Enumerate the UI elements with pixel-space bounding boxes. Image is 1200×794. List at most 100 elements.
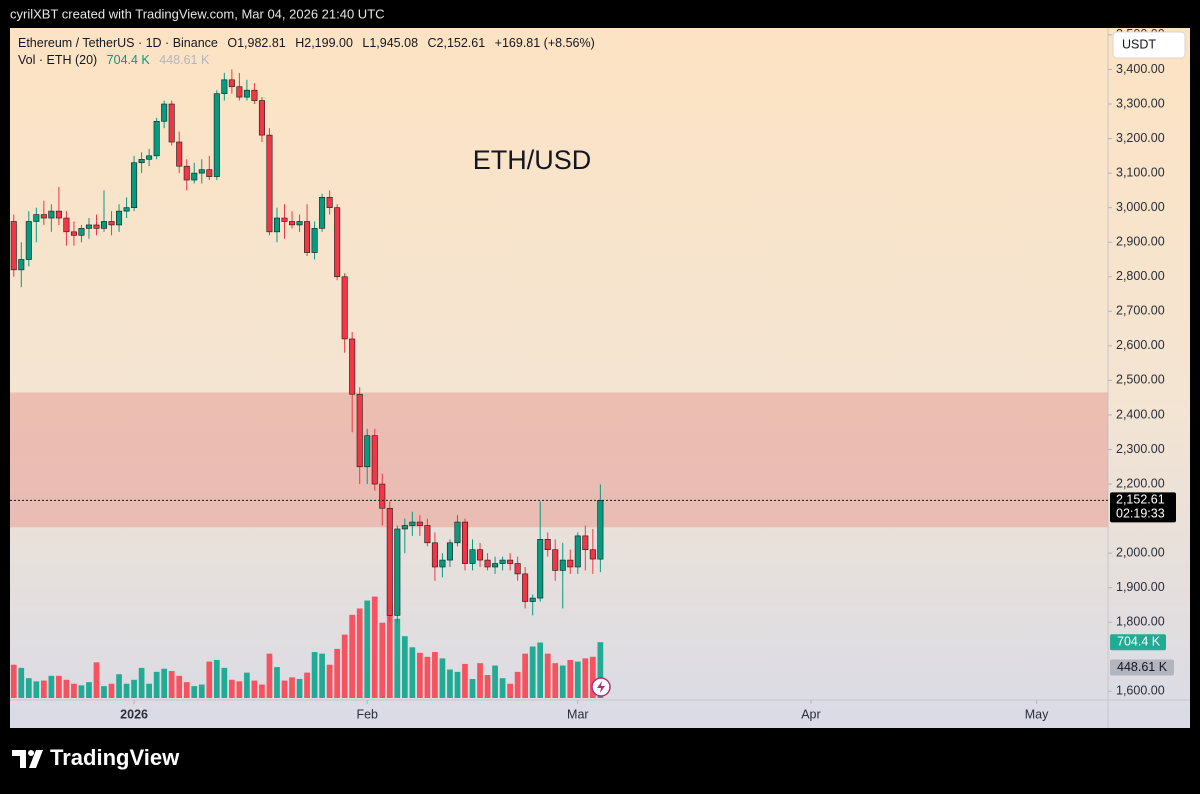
candle-body	[221, 79, 228, 94]
volume-label: 704.4 K	[1117, 634, 1161, 648]
volume-bar	[341, 634, 348, 698]
zone	[10, 392, 1108, 528]
volume-bar	[589, 656, 596, 698]
currency-button[interactable]	[1112, 31, 1186, 59]
candle-body	[78, 228, 85, 236]
volume-bar	[168, 671, 175, 698]
volume-bar	[138, 667, 145, 698]
x-tick-label: Feb	[356, 707, 378, 721]
volume-bar	[349, 614, 356, 698]
event-bolt	[597, 681, 605, 693]
volume-bar	[432, 652, 438, 698]
volume-bar	[10, 664, 17, 698]
y-tick-label: 2,300.00	[1116, 442, 1165, 456]
y-tick-label: 1,800.00	[1116, 615, 1165, 629]
volume-bar	[304, 672, 310, 698]
y-tick-label: 2,600.00	[1116, 338, 1165, 352]
candle-body	[349, 338, 356, 395]
y-tick-label: 1,900.00	[1116, 580, 1165, 594]
candle-body	[146, 155, 153, 160]
volume-bar	[454, 671, 461, 698]
volume-bar	[499, 678, 506, 698]
candle-body	[236, 86, 243, 98]
candle-body	[198, 169, 205, 174]
candle-body	[251, 89, 258, 101]
volume-bar	[244, 672, 250, 698]
volume-bar	[319, 653, 325, 698]
volume-bar	[123, 683, 130, 698]
candle-body	[574, 535, 581, 568]
volume-legend: Vol · ETH (20) 704.4 K 448.61 K	[18, 53, 210, 67]
logo-v	[29, 750, 43, 768]
candle-body	[55, 210, 62, 219]
volume-bar	[462, 663, 468, 698]
candle-body	[416, 521, 423, 526]
symbol: Ethereum / TetherUS · 1D · Binance	[18, 36, 218, 50]
volume-bar	[281, 680, 288, 698]
candle-body	[469, 549, 476, 564]
x-tick-label: May	[1025, 707, 1049, 721]
logo-dot	[28, 750, 34, 756]
volume-bar	[93, 662, 100, 698]
candle-body	[507, 559, 514, 564]
candle-body	[116, 210, 123, 226]
volume-bar	[153, 671, 160, 698]
y-tick-label: 3,100.00	[1116, 165, 1165, 179]
volume-bar	[176, 675, 183, 698]
candle-body	[10, 221, 17, 271]
volume-bar	[251, 680, 258, 698]
candle-body	[461, 521, 469, 564]
candle-body	[326, 196, 333, 208]
volume-bar	[537, 642, 544, 698]
volume-bar	[544, 653, 551, 698]
volume-bar	[71, 683, 77, 698]
candle-body	[258, 100, 265, 136]
volume-bar	[522, 653, 529, 698]
candle-body	[243, 89, 250, 98]
candle-body	[228, 79, 235, 88]
ohlc-open: O1,982.81	[227, 36, 285, 50]
candle-body	[559, 559, 566, 571]
candle-body	[597, 500, 604, 560]
candle-body	[161, 103, 168, 122]
candle-body	[63, 217, 70, 233]
attribution: cyrilXBT created with TradingView.com, M…	[10, 6, 385, 21]
candle-body	[529, 597, 536, 602]
volume-bar	[198, 684, 205, 698]
candle-body	[386, 507, 393, 616]
volume-bar	[56, 675, 62, 698]
candle-body	[379, 483, 386, 509]
watermark: ETH/USD	[473, 145, 592, 175]
candle-body	[131, 162, 138, 208]
y-tick-label: 2,500.00	[1116, 373, 1165, 387]
ma-label-box	[1110, 659, 1174, 676]
candle-body	[484, 559, 491, 568]
candle-body	[93, 224, 100, 229]
candle-body	[477, 549, 484, 561]
countdown: 02:19:33	[1116, 507, 1165, 521]
volume-bar	[507, 683, 513, 698]
candle-body	[537, 539, 544, 599]
volume-bar	[552, 663, 559, 698]
volume-bar	[266, 653, 273, 698]
volume-ma: 448.61 K	[159, 53, 210, 67]
candle-body	[48, 210, 55, 219]
candle-body	[394, 528, 401, 616]
y-tick-label: 2,800.00	[1116, 269, 1165, 283]
volume-bar	[424, 656, 431, 698]
volume-bar	[356, 608, 363, 698]
volume-bar	[116, 674, 122, 698]
brand-logo	[12, 750, 43, 768]
y-tick-label: 2,400.00	[1116, 407, 1165, 421]
candle-body	[446, 542, 453, 561]
y-tick-label: 2,900.00	[1116, 235, 1165, 249]
candle-body	[364, 435, 371, 468]
y-tick-label: 3,300.00	[1116, 96, 1165, 110]
volume-bar	[447, 669, 453, 698]
candle-body	[176, 141, 183, 167]
volume-bar	[146, 683, 152, 698]
last-price-box	[1110, 492, 1176, 523]
candle-body	[544, 539, 551, 551]
